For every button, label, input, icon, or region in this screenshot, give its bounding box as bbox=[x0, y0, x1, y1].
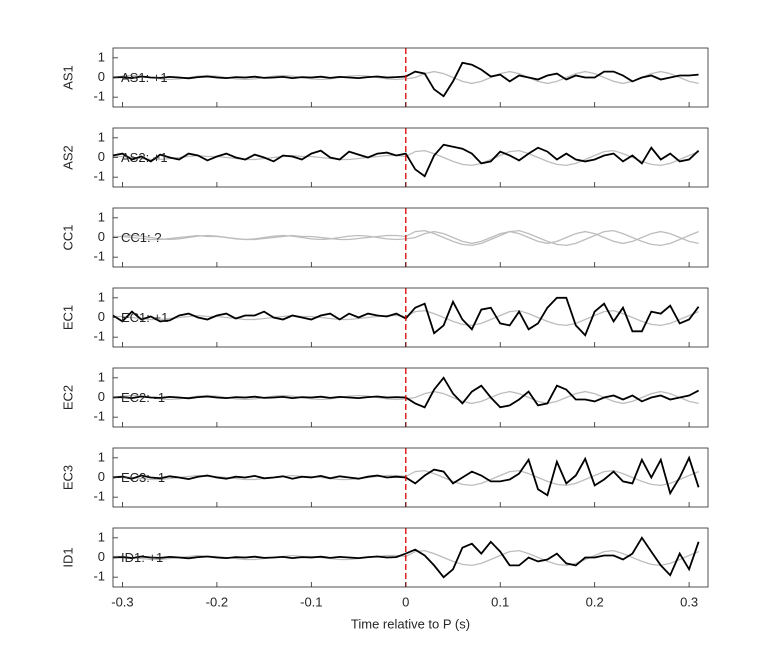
station-polarity: AS2: +1 bbox=[121, 150, 168, 165]
x-tick-label: -0.2 bbox=[206, 594, 228, 609]
y-tick-label: -1 bbox=[93, 329, 105, 344]
y-axis-label: EC1 bbox=[60, 305, 75, 330]
y-tick-label: -1 bbox=[93, 569, 105, 584]
y-tick-label: 0 bbox=[98, 229, 105, 244]
x-tick-label: -0.3 bbox=[111, 594, 133, 609]
y-axis-label: EC3 bbox=[60, 465, 75, 490]
x-tick-label: 0.2 bbox=[586, 594, 604, 609]
x-tick-label: 0 bbox=[402, 594, 409, 609]
trace bbox=[112, 143, 700, 178]
y-tick-label: -1 bbox=[93, 249, 105, 264]
y-tick-label: -1 bbox=[93, 409, 105, 424]
station-polarity: EC1: +1 bbox=[121, 310, 168, 325]
axes-box bbox=[113, 208, 708, 267]
y-tick-label: 1 bbox=[98, 289, 105, 304]
y-axis-label: EC2 bbox=[60, 385, 75, 410]
station-polarity: CC1: ? bbox=[121, 230, 161, 245]
y-tick-label: 0 bbox=[98, 69, 105, 84]
y-tick-label: 0 bbox=[98, 309, 105, 324]
station-polarity: EC3: -1 bbox=[121, 470, 165, 485]
y-tick-label: 0 bbox=[98, 149, 105, 164]
y-axis-label: AS1 bbox=[60, 65, 75, 90]
x-axis-label: Time relative to P (s) bbox=[351, 616, 470, 631]
y-tick-label: -1 bbox=[93, 489, 105, 504]
station-polarity: EC2: -1 bbox=[121, 390, 165, 405]
axes-box bbox=[113, 448, 708, 507]
y-tick-label: 1 bbox=[98, 209, 105, 224]
y-tick-label: 0 bbox=[98, 549, 105, 564]
y-tick-label: 1 bbox=[98, 49, 105, 64]
y-tick-label: -1 bbox=[93, 169, 105, 184]
y-tick-label: 1 bbox=[98, 529, 105, 544]
x-tick-label: 0.3 bbox=[680, 594, 698, 609]
y-axis-label: AS2 bbox=[60, 145, 75, 170]
station-polarity: ID1: +1 bbox=[121, 550, 163, 565]
y-tick-label: 1 bbox=[98, 449, 105, 464]
x-tick-label: -0.1 bbox=[300, 594, 322, 609]
trace bbox=[112, 536, 700, 579]
y-tick-label: 1 bbox=[98, 369, 105, 384]
y-axis-label: ID1 bbox=[60, 547, 75, 567]
y-tick-label: 0 bbox=[98, 469, 105, 484]
x-tick-label: 0.1 bbox=[491, 594, 509, 609]
y-tick-label: 0 bbox=[98, 389, 105, 404]
station-polarity: AS1: +1 bbox=[121, 70, 168, 85]
y-tick-label: -1 bbox=[93, 89, 105, 104]
y-tick-label: 1 bbox=[98, 129, 105, 144]
y-axis-label: CC1 bbox=[60, 224, 75, 250]
